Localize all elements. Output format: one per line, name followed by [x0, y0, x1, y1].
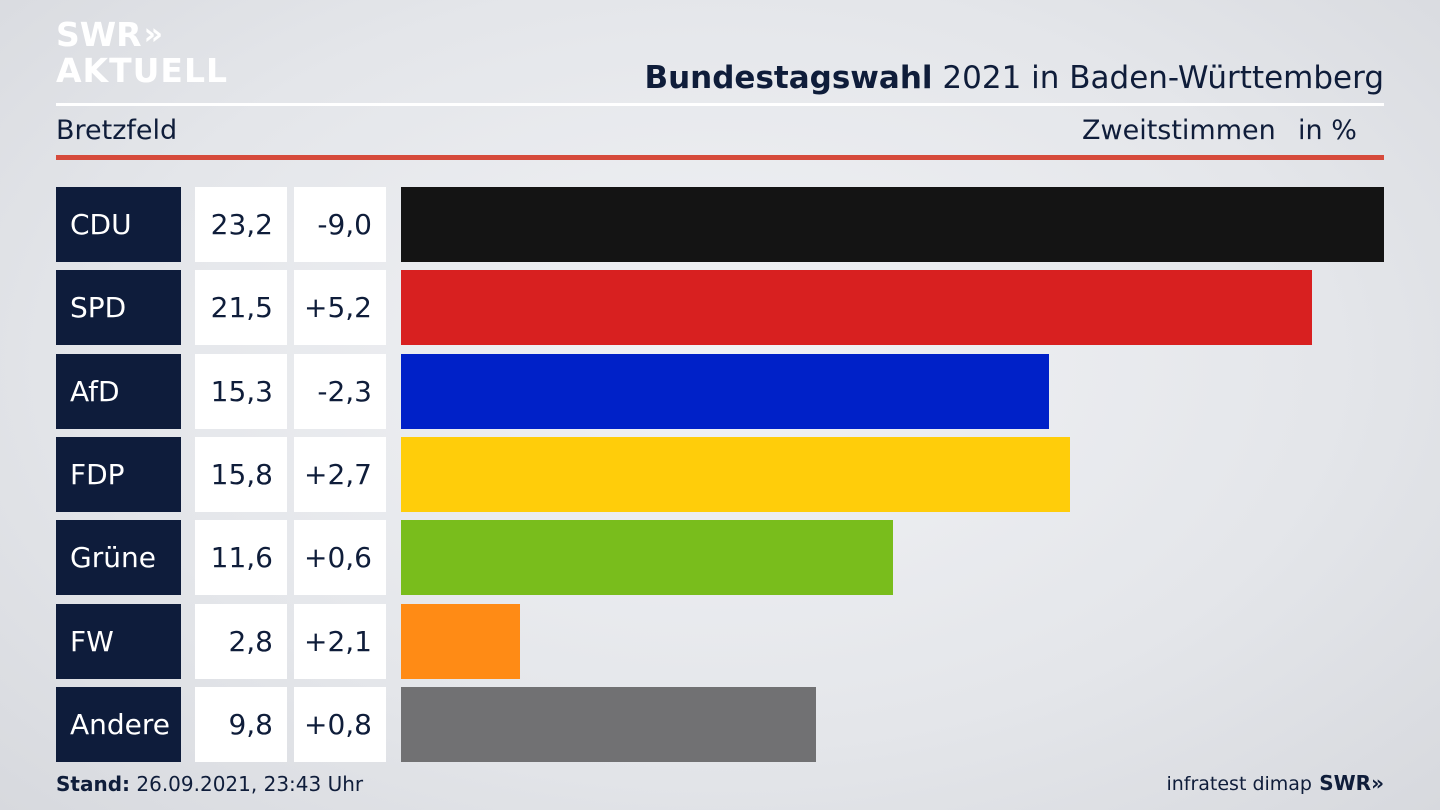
timestamp-label: Stand:: [56, 772, 131, 796]
vote-share-value: 15,3: [195, 353, 287, 429]
vote-share-change: -2,3: [294, 353, 386, 429]
result-row: FW 2,8 +2,1: [0, 603, 1440, 679]
party-label: CDU: [56, 187, 181, 262]
vote-share-value: 21,5: [195, 270, 287, 346]
party-label: Andere: [56, 686, 181, 762]
vote-share-change: +2,7: [294, 436, 386, 512]
vote-share-change: +0,8: [294, 686, 386, 762]
unit-label: in %: [1298, 115, 1357, 146]
vote-share-change: -9,0: [294, 187, 386, 262]
vote-share-change: +5,2: [294, 270, 386, 346]
result-row: FDP 15,8 +2,7: [0, 436, 1440, 512]
result-bar: [401, 187, 1384, 262]
result-row: Andere 9,8 +0,8: [0, 686, 1440, 762]
vote-share-value: 11,6: [195, 520, 287, 596]
vote-share-value: 15,8: [195, 436, 287, 512]
result-bar: [401, 603, 520, 679]
source-credit: infratest dimap: [1166, 773, 1312, 795]
chart-title: Bundestagswahl 2021 in Baden-Württemberg: [644, 60, 1384, 96]
region-name: Bretzfeld: [56, 115, 178, 146]
result-bar: [401, 436, 1070, 512]
title-bold: Bundestagswahl: [644, 60, 933, 96]
logo-aktuell-text: AKTUELL: [56, 51, 229, 90]
party-label: AfD: [56, 353, 181, 429]
party-label: SPD: [56, 270, 181, 346]
result-bar: [401, 520, 893, 596]
party-label: Grüne: [56, 520, 181, 596]
result-row: SPD 21,5 +5,2: [0, 270, 1440, 346]
result-row: AfD 15,3 -2,3: [0, 353, 1440, 429]
vote-share-value: 2,8: [195, 603, 287, 679]
vote-share-change: +2,1: [294, 603, 386, 679]
vote-share-value: 9,8: [195, 686, 287, 762]
party-label: FW: [56, 603, 181, 679]
logo-swr-text: SWR: [56, 15, 142, 54]
accent-divider: [56, 155, 1384, 160]
result-row: Grüne 11,6 +0,6: [0, 520, 1440, 596]
result-row: CDU 23,2 -9,0: [0, 187, 1440, 262]
timestamp: Stand: 26.09.2021, 23:43 Uhr: [56, 772, 363, 796]
header-divider: [56, 103, 1384, 106]
timestamp-value: 26.09.2021, 23:43 Uhr: [130, 772, 364, 796]
vote-share-value: 23,2: [195, 187, 287, 262]
swr-small-logo: SWR»: [1319, 771, 1384, 795]
logo-chevrons-icon: »: [143, 16, 164, 52]
result-bar: [401, 686, 816, 762]
vote-share-change: +0,6: [294, 520, 386, 596]
result-bar: [401, 353, 1049, 429]
metric-label: Zweitstimmen: [1082, 115, 1276, 146]
title-rest: 2021 in Baden-Württemberg: [932, 60, 1384, 96]
result-bar: [401, 270, 1312, 346]
swr-aktuell-logo: SWR» AKTUELL: [56, 18, 228, 87]
party-label: FDP: [56, 436, 181, 512]
